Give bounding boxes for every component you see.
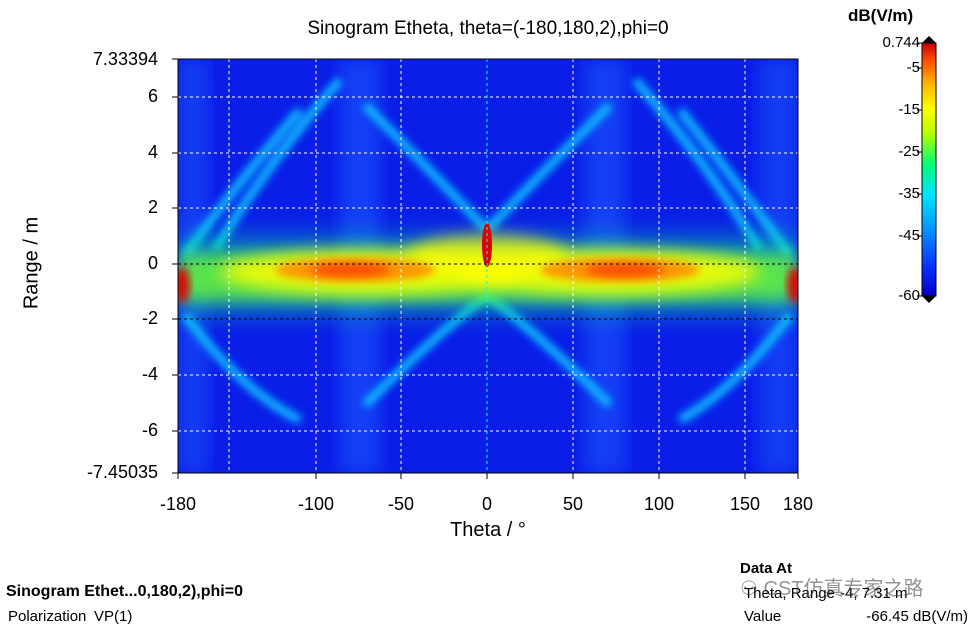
- peak-edge-right: [787, 267, 798, 303]
- colorbar-tick-label: 0.744: [882, 34, 920, 51]
- colorbar-max-arrow: [922, 36, 936, 43]
- y-tick-label: -4: [141, 364, 158, 384]
- x-axis-label: Theta / °: [450, 519, 526, 541]
- y-tick-label: 6: [147, 86, 158, 106]
- y-tick-label: 4: [147, 142, 158, 162]
- y-tick-label: 7.33394: [92, 49, 158, 69]
- y-tick-label: -6: [141, 420, 158, 440]
- grid-lines-white: [178, 59, 798, 473]
- colorbar-tick-label: -45: [898, 227, 920, 244]
- colorbar-tick-label: -15: [898, 101, 920, 118]
- grid-lines-dark: [178, 263, 798, 320]
- colorbar-title: dB(V/m): [848, 6, 914, 25]
- watermark: ⚇ CST仿真专家之路: [740, 572, 924, 601]
- result-name: Sinogram Ethet...0,180,2),phi=0: [6, 583, 243, 600]
- colorbar-tick-label: -35: [898, 185, 920, 202]
- data-at-title: Data At: [740, 560, 792, 577]
- colorbar-tick-label: -60: [898, 287, 920, 304]
- wechat-icon: ⚇: [740, 578, 758, 600]
- y-axis-label: Range / m: [20, 216, 43, 310]
- y-tick-label: -7.45035: [86, 462, 158, 482]
- x-tick-label: 180: [782, 494, 814, 514]
- heatmap-image: [178, 59, 798, 473]
- data-at-theta-range-value: -4, 7.31 m: [840, 585, 908, 602]
- y-tick-label: 2: [147, 197, 158, 217]
- polarization-value: VP(1): [94, 608, 133, 625]
- colorbar-tick-label: -5: [906, 59, 920, 76]
- y-tick-label: -2: [141, 308, 158, 328]
- x-tick-label: -50: [387, 494, 414, 514]
- x-tick-label: 0: [481, 494, 492, 514]
- plot-frame: [177, 58, 799, 474]
- x-tick-label: 100: [643, 494, 675, 514]
- colorbar-ticks: [917, 42, 922, 297]
- tick-marks: [172, 58, 799, 479]
- colorbar-tick-label: -25: [898, 143, 920, 160]
- colorbar-min-arrow: [922, 296, 936, 303]
- y-tick-label: 0: [147, 253, 158, 273]
- peak-edge-left: [178, 267, 190, 303]
- watermark-text: CST仿真专家之路: [763, 578, 924, 600]
- data-at-value-label: Value: [744, 608, 782, 625]
- colorbar: [921, 42, 937, 297]
- chart-title: Sinogram Etheta, theta=(-180,180,2),phi=…: [307, 18, 669, 39]
- polarization-label: Polarization: [8, 608, 87, 625]
- x-tick-label: 50: [562, 494, 584, 514]
- data-at-theta-range-label: Theta, Range: [744, 585, 835, 602]
- data-at-value: -66.45 dB(V/m): [866, 608, 968, 625]
- x-tick-label: -180: [159, 494, 197, 514]
- x-tick-label: -100: [297, 494, 335, 514]
- x-tick-label: 150: [729, 494, 761, 514]
